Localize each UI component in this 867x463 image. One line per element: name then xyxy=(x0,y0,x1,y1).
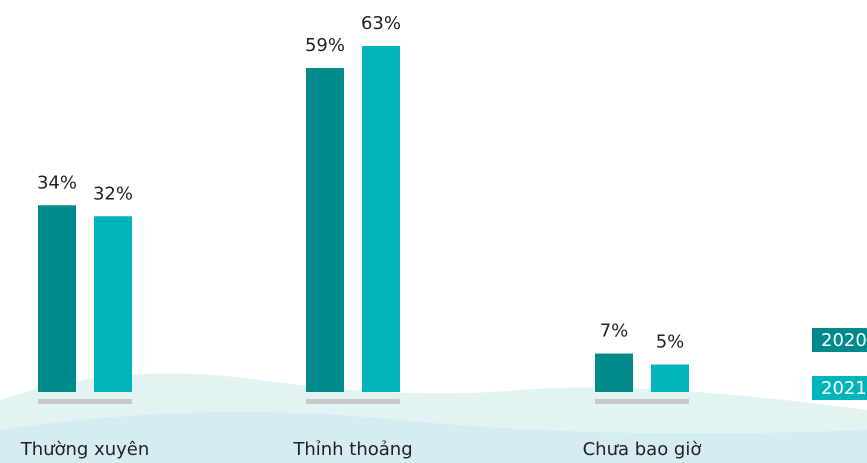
legend-label: 2021 xyxy=(821,378,867,399)
x-tick-label: Chưa bao giờ xyxy=(583,439,702,460)
bar xyxy=(306,67,344,392)
legend-swatch xyxy=(812,376,867,400)
bar xyxy=(595,353,633,392)
value-label: 34% xyxy=(37,172,77,193)
x-tick-label: Thỉnh thoảng xyxy=(292,439,412,460)
bar xyxy=(94,216,132,392)
bar xyxy=(362,46,400,392)
legend-swatch xyxy=(812,328,867,352)
baseline xyxy=(38,399,132,404)
value-label: 59% xyxy=(305,35,345,56)
bar xyxy=(651,364,689,392)
x-tick-label: Thường xuyên xyxy=(20,439,150,460)
value-label: 32% xyxy=(93,183,133,204)
value-label: 63% xyxy=(361,13,401,34)
baseline xyxy=(595,399,689,404)
value-label: 7% xyxy=(600,321,629,342)
background-decoration xyxy=(0,373,867,463)
value-label: 5% xyxy=(656,332,685,353)
legend-label: 2020 xyxy=(821,330,867,351)
baseline xyxy=(306,399,400,404)
bar xyxy=(38,205,76,392)
